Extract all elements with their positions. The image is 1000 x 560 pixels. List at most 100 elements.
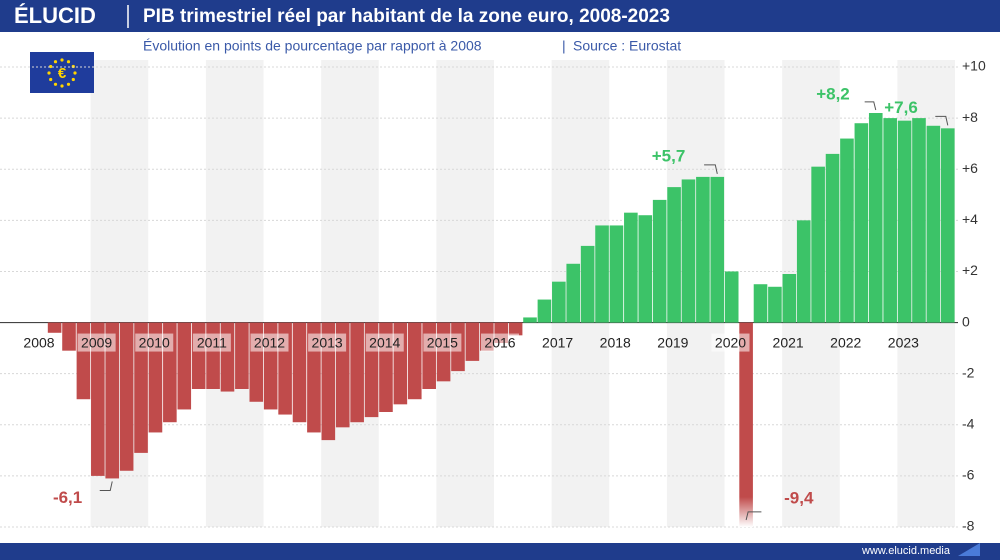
x-label-box: [77, 333, 116, 352]
bar: [523, 317, 537, 323]
bar: [724, 271, 739, 323]
footer-mark: [958, 543, 980, 556]
bar: [825, 153, 840, 323]
y-tick-label: +2: [962, 262, 978, 278]
bar: [768, 286, 782, 323]
x-tick-label: 2020: [715, 334, 746, 350]
leader-line: [704, 164, 718, 174]
bar: [609, 225, 624, 323]
x-tick-label: 2012: [254, 334, 285, 350]
bar: [638, 215, 653, 323]
footer-bar: [0, 543, 1000, 560]
value-label: +5,7: [652, 146, 686, 165]
bar: [220, 322, 235, 392]
x-tick-label: 2019: [657, 334, 688, 350]
x-tick-label: 2008: [23, 334, 54, 350]
bar: [811, 166, 825, 323]
bar: [537, 299, 552, 323]
x-label-box: [308, 333, 347, 352]
x-tick-label: 2014: [369, 334, 400, 350]
value-label: -6,1: [53, 488, 82, 507]
y-tick-label: 0: [962, 313, 970, 329]
bar: [119, 322, 134, 471]
bar: [436, 322, 451, 382]
y-tick-label: -8: [962, 518, 975, 534]
leader-line: [864, 101, 877, 111]
bar: [854, 123, 869, 323]
bar: [883, 118, 897, 323]
leader-line: [99, 481, 113, 491]
x-tick-label: 2015: [427, 334, 458, 350]
x-label-box: [192, 333, 231, 352]
bar: [696, 176, 710, 323]
x-tick-label: 2021: [773, 334, 804, 350]
bar: [667, 187, 681, 323]
bar: [206, 322, 220, 389]
bar: [105, 322, 120, 479]
year-band: [321, 60, 379, 527]
bar: [422, 322, 436, 389]
x-tick-label: 2018: [600, 334, 631, 350]
x-tick-label: 2022: [830, 334, 861, 350]
x-label-box: [481, 333, 519, 352]
bar: [681, 179, 696, 323]
x-label-box: [250, 333, 289, 352]
y-tick-label: +10: [962, 58, 986, 74]
x-label-box: [20, 333, 58, 352]
bar: [739, 322, 753, 527]
x-label-box: [423, 333, 462, 352]
chart-source: Source : Eurostat: [573, 38, 681, 54]
bar: [926, 125, 941, 323]
header-bar: [0, 0, 1000, 32]
labels: -8 -6 -4 -2 0 +2 +4 +6 +8 +10 2008 2009 2010 2011 2012…: [20, 58, 986, 534]
bar: [580, 245, 595, 323]
bar: [407, 322, 422, 400]
y-tick-label: +6: [962, 160, 978, 176]
bar: [868, 113, 883, 323]
x-tick-label: 2017: [542, 334, 573, 350]
x-tick-label: 2016: [484, 334, 515, 350]
x-label-box: [135, 333, 174, 352]
chart-title: PIB trimestriel réel par habitant de la …: [143, 6, 670, 27]
brand: ÉLUCID: [14, 3, 96, 28]
bar: [191, 322, 206, 389]
bar: [595, 225, 609, 323]
bar: [91, 322, 105, 476]
bar-fade: [738, 497, 754, 527]
bar: [624, 212, 638, 323]
bar: [897, 120, 912, 323]
value-label: +7,6: [884, 98, 918, 117]
svg-text:€: €: [58, 65, 67, 82]
bar: [134, 322, 148, 453]
x-label-box: [365, 333, 404, 352]
bar: [508, 322, 523, 336]
year-band: [436, 60, 494, 527]
bar: [350, 322, 364, 423]
x-label-box: [711, 333, 750, 352]
bar: [321, 322, 336, 441]
bar: [292, 322, 307, 423]
x-tick-label: 2011: [197, 334, 227, 350]
eu-flag: €: [30, 52, 94, 93]
x-tick-label: 2010: [139, 334, 170, 350]
bar: [796, 220, 811, 323]
chart-subtitle: Évolution en points de pourcentage par r…: [143, 38, 482, 54]
bar: [840, 138, 854, 323]
website: www.elucid.media: [861, 545, 951, 557]
year-band: [205, 60, 264, 527]
bar: [552, 281, 566, 323]
bar: [782, 274, 797, 323]
subtitle-separator: |: [562, 38, 566, 54]
bar: [177, 322, 192, 410]
bar: [235, 322, 249, 389]
y-tick-label: +8: [962, 109, 978, 125]
bar: [753, 284, 768, 323]
bar: [652, 199, 667, 323]
y-tick-label: -2: [962, 364, 975, 380]
x-tick-label: 2009: [81, 334, 112, 350]
y-tick-label: -6: [962, 467, 975, 483]
bar: [62, 322, 76, 351]
y-tick-label: -4: [962, 415, 975, 431]
leader-line: [745, 511, 762, 521]
